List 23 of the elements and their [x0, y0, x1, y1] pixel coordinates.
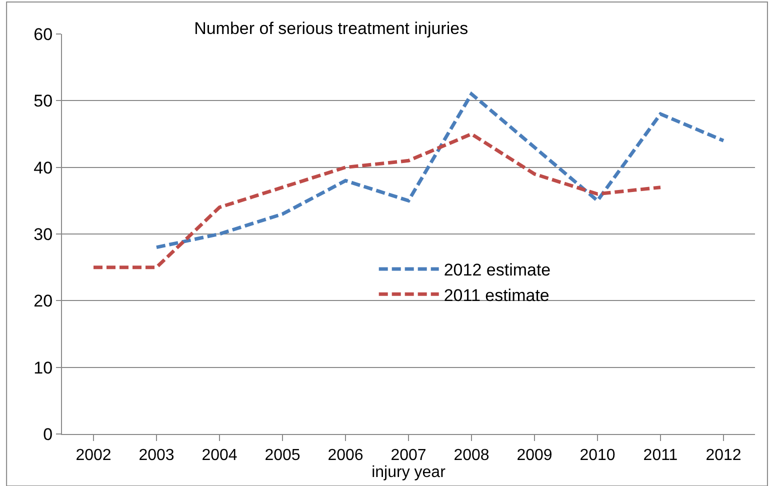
x-tick-label: 2009	[516, 447, 552, 464]
legend-label: 2011 estimate	[444, 286, 550, 305]
x-axis-title: injury year	[372, 464, 446, 482]
x-tick-label: 2006	[328, 447, 364, 464]
x-tick-label: 2002	[76, 447, 112, 464]
line-series	[154, 92, 726, 250]
x-tick-label: 2012	[706, 447, 742, 464]
x-tick-label: 2011	[643, 447, 678, 464]
x-tick-label: 2007	[390, 447, 426, 464]
x-tick-label: 2010	[580, 447, 616, 464]
y-tick-label: 60	[34, 24, 53, 44]
chart-title: Number of serious treatment injuries	[194, 18, 468, 38]
y-tick-label: 40	[34, 158, 53, 178]
y-tick-label: 30	[34, 224, 53, 244]
x-tick-label: 2005	[264, 447, 300, 464]
x-tick-label: 2004	[202, 447, 238, 464]
x-tick-label: 2008	[454, 447, 490, 464]
y-tick-label: 20	[34, 292, 53, 311]
y-tick-label: 50	[34, 92, 53, 111]
y-tick-label: 0	[43, 424, 53, 444]
legend-label: 2012 estimate	[444, 260, 551, 280]
y-tick-label: 10	[34, 358, 53, 378]
x-tick-label: 2003	[138, 447, 174, 464]
